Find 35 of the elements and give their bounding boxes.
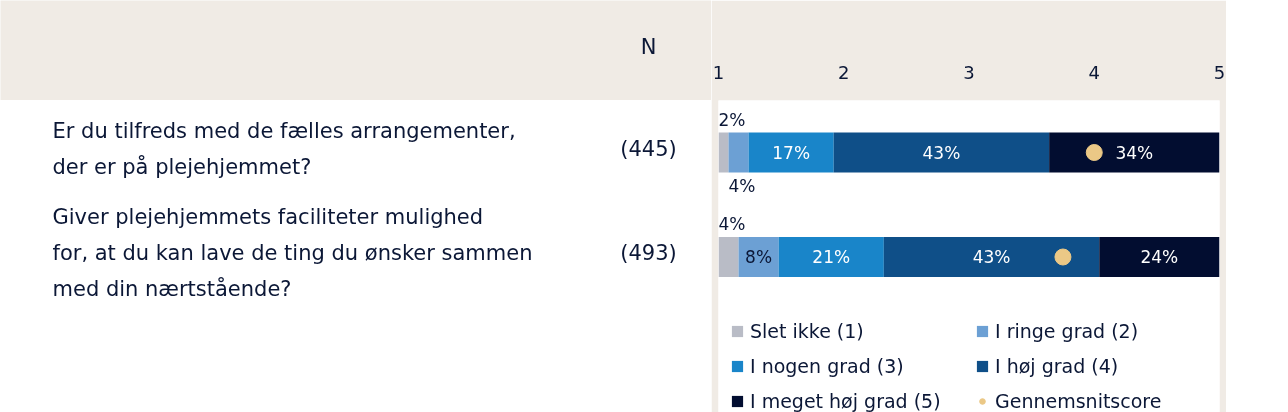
legend-label: Slet ikke (1) xyxy=(750,320,865,342)
y2-axis-title: N xyxy=(640,34,657,59)
y2-tick-label: (445) xyxy=(620,136,677,161)
bar xyxy=(1099,237,1220,277)
data-label: 43% xyxy=(922,142,961,163)
bar xyxy=(883,237,1100,277)
bar xyxy=(728,132,749,173)
bar xyxy=(748,132,834,173)
data-label: 24% xyxy=(1140,247,1179,267)
data-label: 4% xyxy=(728,175,756,196)
data-label: 43% xyxy=(972,247,1011,267)
x2-tick-label: 1 xyxy=(712,61,725,83)
legend-label: Gennemsnitscore xyxy=(995,390,1163,412)
bar xyxy=(833,132,1050,173)
legend-label: I ringe grad (2) xyxy=(995,320,1140,342)
legend-label: I meget høj grad (5) xyxy=(750,390,942,412)
x2-tick-label: 5 xyxy=(1213,61,1226,83)
bar xyxy=(718,132,729,173)
x2-tick-label: 4 xyxy=(1088,61,1100,83)
bar xyxy=(1049,132,1220,173)
legend-label: I høj grad (4) xyxy=(995,355,1120,377)
x2-tick-label: 3 xyxy=(963,61,975,83)
legend-label: I nogen grad (3) xyxy=(750,355,905,377)
data-label: 17% xyxy=(772,142,811,163)
y-tick-label: Er du tilfreds med de fælles arrangementer, der er på plejehjemmet? xyxy=(52,118,516,179)
y-tick-label: Giver plejehjemmets faciliteter mulighed for, at du kan lave de ting du ønsker sammen med din nærtstående? xyxy=(52,205,533,301)
data-label: 21% xyxy=(812,247,851,267)
data-label: 2% xyxy=(718,109,746,130)
data-label: 34% xyxy=(1115,142,1154,163)
bar xyxy=(778,237,884,277)
y2-tick-label: (493) xyxy=(620,241,677,265)
data-label: 4% xyxy=(718,214,746,234)
bar xyxy=(718,237,739,277)
x2-tick-label: 2 xyxy=(838,61,850,83)
data-label: 8% xyxy=(745,247,773,267)
